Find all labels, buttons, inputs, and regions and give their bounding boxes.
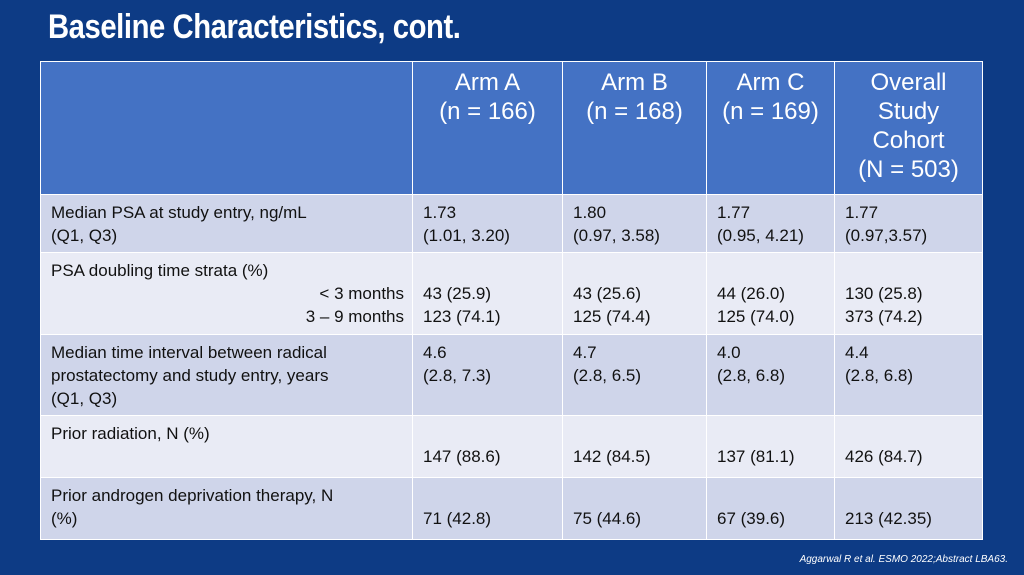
table-row: Prior androgen deprivation therapy, N (%…	[40, 477, 983, 540]
cell-arm-c: 4.0 (2.8, 6.8)	[706, 334, 835, 416]
cell-arm-c: 1.77 (0.95, 4.21)	[706, 194, 835, 253]
row-label: Median PSA at study entry, ng/mL (Q1, Q3…	[40, 194, 413, 253]
source-citation: Aggarwal R et al. ESMO 2022;Abstract LBA…	[799, 554, 1008, 565]
cell-arm-b: 43 (25.6) 125 (74.4)	[562, 252, 707, 335]
table-row: Prior radiation, N (%) 147 (88.6) 142 (8…	[40, 415, 983, 478]
cell-arm-b: 75 (44.6)	[562, 477, 707, 540]
cell-overall: 1.77 (0.97,3.57)	[834, 194, 983, 253]
cell-overall: 213 (42.35)	[834, 477, 983, 540]
cell-arm-c: 137 (81.1)	[706, 415, 835, 478]
cell-arm-c: 67 (39.6)	[706, 477, 835, 540]
table-header-row: Arm A (n = 166) Arm B (n = 168) Arm C (n…	[40, 61, 983, 195]
row-label: Prior radiation, N (%)	[40, 415, 413, 478]
cell-overall: 426 (84.7)	[834, 415, 983, 478]
cell-arm-b: 1.80 (0.97, 3.58)	[562, 194, 707, 253]
cell-arm-a: 1.73 (1.01, 3.20)	[412, 194, 563, 253]
cell-arm-b: 142 (84.5)	[562, 415, 707, 478]
cell-arm-a: 4.6 (2.8, 7.3)	[412, 334, 563, 416]
cell-arm-a: 43 (25.9) 123 (74.1)	[412, 252, 563, 335]
row-label: Median time interval between radical pro…	[40, 334, 413, 416]
cell-overall: 130 (25.8) 373 (74.2)	[834, 252, 983, 335]
table-row: PSA doubling time strata (%) < 3 months …	[40, 252, 983, 335]
header-overall: Overall Study Cohort (N = 503)	[834, 61, 983, 195]
baseline-table: Arm A (n = 166) Arm B (n = 168) Arm C (n…	[40, 61, 983, 540]
header-arm-a: Arm A (n = 166)	[412, 61, 563, 195]
header-arm-b: Arm B (n = 168)	[562, 61, 707, 195]
cell-arm-c: 44 (26.0) 125 (74.0)	[706, 252, 835, 335]
header-empty-cell	[40, 61, 413, 195]
cell-arm-a: 147 (88.6)	[412, 415, 563, 478]
row-label: Prior androgen deprivation therapy, N (%…	[40, 477, 413, 540]
slide-title: Baseline Characteristics, cont.	[48, 8, 461, 46]
table-row: Median time interval between radical pro…	[40, 334, 983, 416]
cell-arm-b: 4.7 (2.8, 6.5)	[562, 334, 707, 416]
table-row: Median PSA at study entry, ng/mL (Q1, Q3…	[40, 194, 983, 253]
cell-overall: 4.4 (2.8, 6.8)	[834, 334, 983, 416]
sublabel: 3 – 9 months	[305, 307, 404, 326]
cell-arm-a: 71 (42.8)	[412, 477, 563, 540]
row-label: PSA doubling time strata (%) < 3 months …	[40, 252, 413, 335]
sublabel: < 3 months	[319, 284, 404, 303]
header-arm-c: Arm C (n = 169)	[706, 61, 835, 195]
